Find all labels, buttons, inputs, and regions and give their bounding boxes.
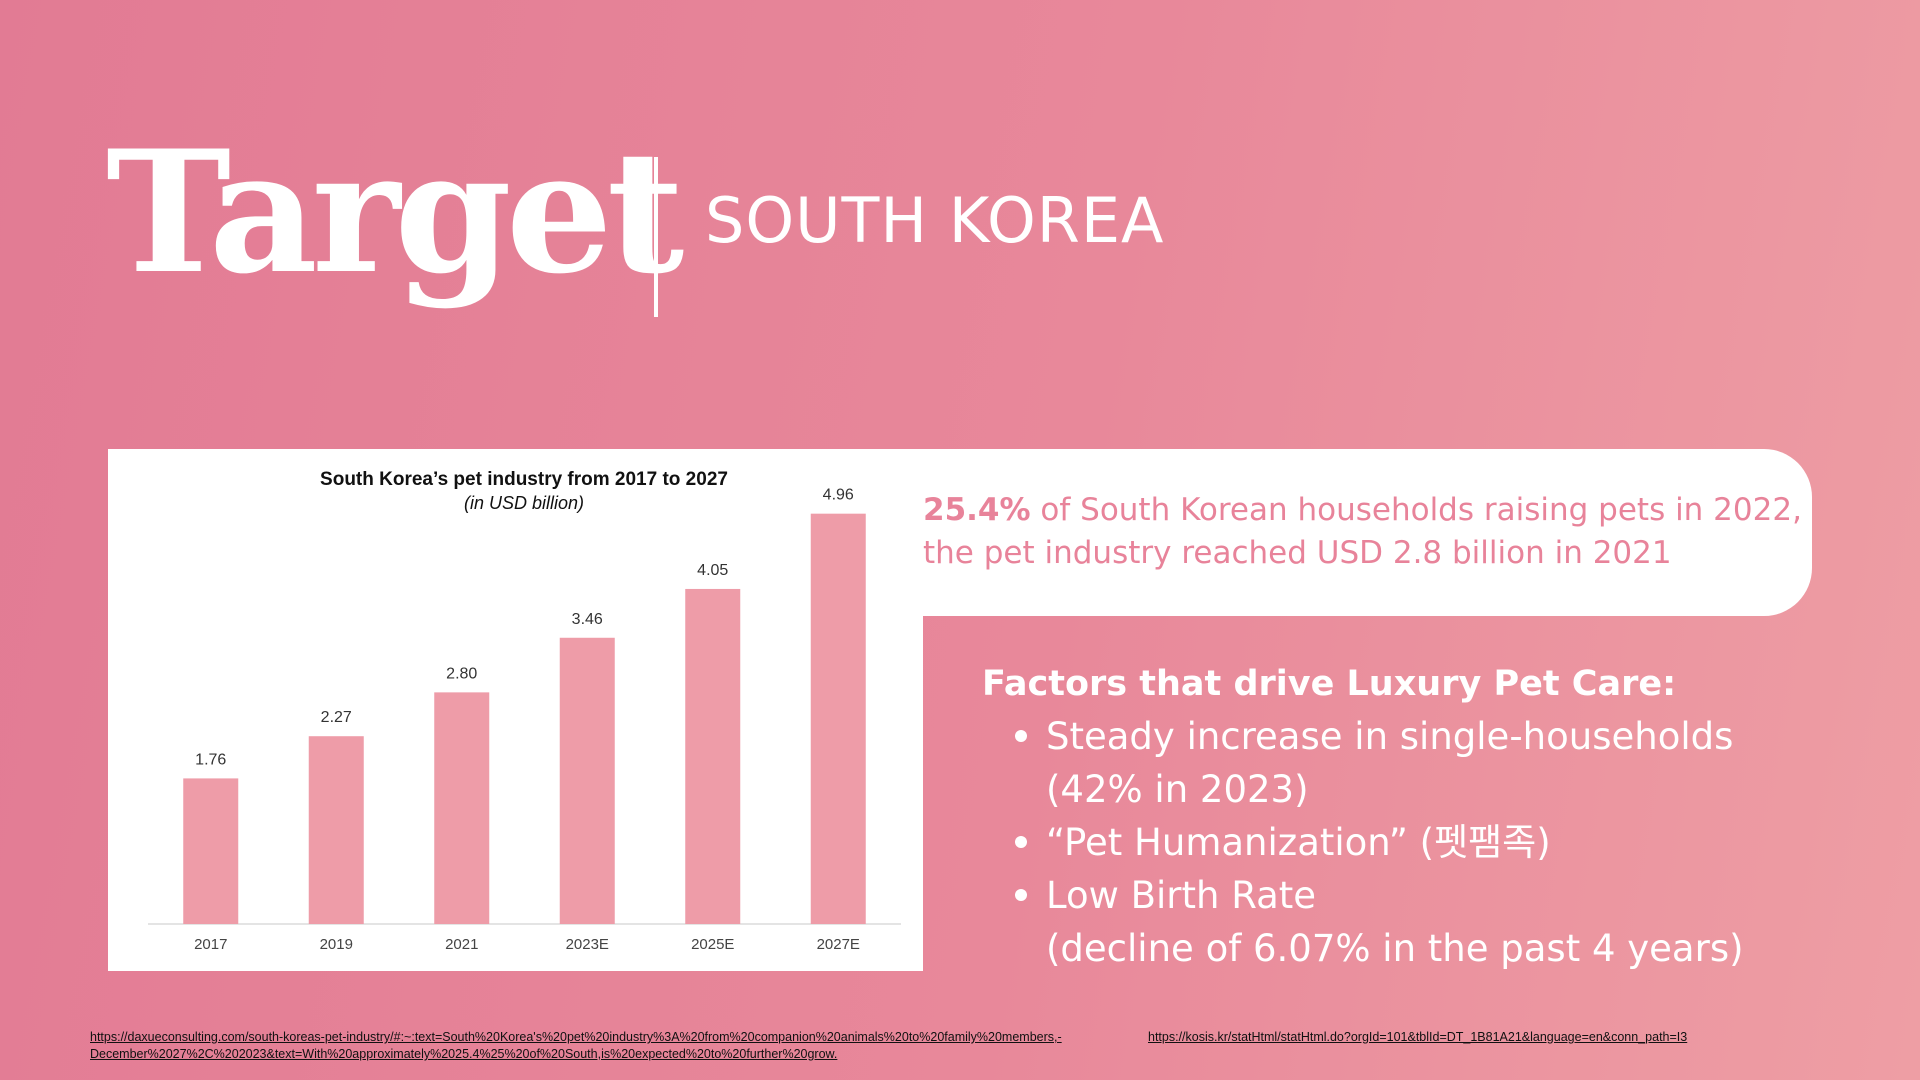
chart-panel: South Korea’s pet industry from 2017 to … [108,449,923,971]
bar-2019 [308,736,364,924]
factor-text: “Pet Humanization” (펫팸족) [1046,821,1551,864]
factor-item-birth-rate: Low Birth Rate (decline of 6.07% in the … [982,869,1882,975]
page-title: Target [106,113,684,311]
bars-group: 1.76 2017 2.27 2019 2.80 2021 3.46 2023E 4.05 202… [183,487,866,953]
source-link-daxue-line-2[interactable]: December%2027%2C%202023&text=With%20appr… [90,1047,838,1061]
factor-item-humanization: “Pet Humanization” (펫팸족) [982,816,1882,869]
x-tick-label: 2021 [445,936,478,953]
bullet-icon [1015,836,1027,848]
stat-highlight: 25.4% [923,492,1031,528]
chart-subtitle: (in USD billion) [464,493,584,513]
factors-title: Factors that drive Luxury Pet Care: [982,664,1677,704]
x-tick-label: 2025E [691,936,734,953]
factors-section: Factors that drive Luxury Pet Care: Stea… [982,658,1882,975]
bar-value-label: 4.96 [823,487,854,504]
bar-2023e [559,637,615,924]
stat-card: 25.4% of South Korean households raising… [923,449,1812,616]
x-tick-label: 2023E [566,936,609,953]
bar-value-label: 3.46 [572,611,603,628]
bar-2017 [183,778,239,924]
bar-value-label: 2.80 [446,665,477,682]
x-tick-label: 2019 [320,936,353,953]
factor-detail: (42% in 2023) [1046,768,1309,811]
bar-chart: South Korea’s pet industry from 2017 to … [148,469,901,953]
x-tick-label: 2027E [817,936,860,953]
source-link-daxue[interactable]: https://daxueconsulting.com/south-koreas… [90,1029,1062,1063]
factor-detail: (decline of 6.07% in the past 4 years) [1046,927,1744,970]
bar-2027e [810,513,866,924]
stat-text: 25.4% of South Korean households raising… [923,489,1802,575]
bar-value-label: 4.05 [697,562,728,579]
bar-value-label: 2.27 [321,709,352,726]
chart-title: South Korea’s pet industry from 2017 to … [320,469,728,490]
bullet-icon [1015,889,1027,901]
stat-line-1: of South Korean households raising pets … [1030,492,1802,528]
bar-2025e [685,588,741,924]
stat-line-2: the pet industry reached USD 2.8 billion… [923,535,1672,571]
factor-text: Low Birth Rate [1046,874,1317,917]
page-subtitle: SOUTH KOREA [705,184,1165,257]
x-tick-label: 2017 [194,936,227,953]
factors-list: Steady increase in single-households (42… [982,710,1882,975]
bar-2021 [434,692,490,924]
source-link-kosis[interactable]: https://kosis.kr/statHtml/statHtml.do?or… [1148,1030,1688,1044]
source-link-daxue-line-1[interactable]: https://daxueconsulting.com/south-koreas… [90,1030,1062,1044]
factor-text: Steady increase in single-households [1046,715,1734,758]
factor-item-households: Steady increase in single-households (42… [982,710,1882,816]
bullet-icon [1015,730,1027,742]
bar-value-label: 1.76 [195,751,226,768]
title-divider [654,157,658,317]
